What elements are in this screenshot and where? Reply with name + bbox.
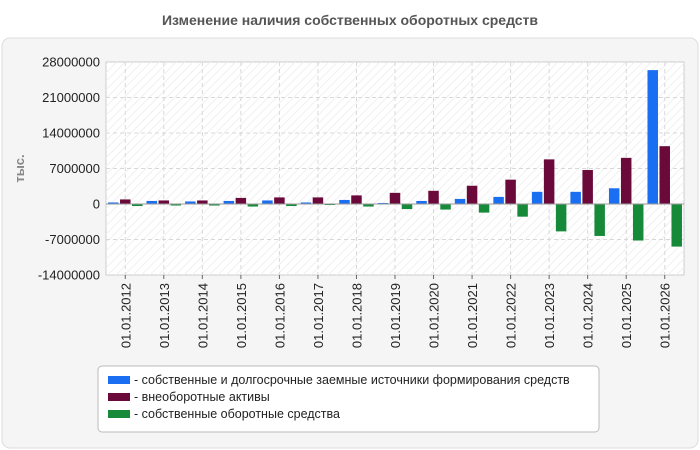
- chart-title: Изменение наличия собственных оборотных …: [162, 12, 538, 28]
- bar-s2-13: [632, 204, 644, 241]
- bar-s1-1: [158, 200, 170, 204]
- bar-s2-1: [170, 204, 182, 206]
- bar-s1-6: [351, 195, 362, 204]
- bar-s1-13: [620, 157, 632, 204]
- legend: - собственные и долгосрочные заемные ист…: [97, 365, 600, 433]
- bar-s2-9: [478, 204, 490, 213]
- bar-s2-8: [440, 204, 451, 210]
- legend-swatch: [108, 376, 130, 384]
- y-tick-label: 28000000: [42, 55, 100, 70]
- x-tick-label: 01.01.2021: [465, 283, 480, 348]
- bar-s1-0: [120, 199, 131, 204]
- bar-s2-12: [594, 204, 605, 236]
- bar-s2-5: [324, 204, 336, 206]
- axes: 28000000 21000000 14000000 7000000 0 -7000000…: [38, 55, 684, 348]
- bar-s1-4: [274, 197, 285, 204]
- bar-s2-0: [132, 204, 143, 207]
- y-tick-label: -7000000: [45, 232, 100, 247]
- bar-s0-4: [262, 200, 273, 204]
- grid: [106, 62, 684, 275]
- bar-s1-3: [235, 197, 247, 204]
- legend-box: [97, 365, 600, 433]
- bar-s1-14: [659, 146, 670, 204]
- x-tick-label: 01.01.2026: [658, 283, 673, 348]
- bar-s1-8: [428, 190, 439, 204]
- bar-s0-3: [223, 200, 235, 204]
- x-tick-label: 01.01.2018: [349, 283, 364, 348]
- y-axis-label: тыс.: [12, 154, 27, 182]
- bar-s0-11: [531, 191, 543, 204]
- bar-s2-4: [286, 204, 297, 207]
- bar-s2-7: [401, 204, 413, 210]
- bar-s0-9: [454, 198, 466, 204]
- bar-s0-5: [300, 202, 312, 204]
- bar-s1-7: [389, 192, 401, 204]
- bar-s0-0: [108, 202, 119, 204]
- y-tick-label: 0: [93, 197, 100, 212]
- x-tick-label: 01.01.2016: [272, 283, 287, 348]
- bar-s0-6: [339, 199, 350, 204]
- bar-s1-10: [505, 179, 516, 204]
- y-tick-label: 21000000: [42, 90, 100, 105]
- x-tick-label: 01.01.2024: [581, 283, 596, 348]
- bar-s2-6: [363, 204, 374, 207]
- x-tick-label: 01.01.2014: [195, 283, 210, 348]
- bar-s1-5: [312, 197, 324, 204]
- bar-s0-8: [416, 200, 427, 204]
- x-tick-label: 01.01.2012: [118, 283, 133, 348]
- legend-label: - собственные оборотные средства: [134, 407, 340, 421]
- bar-s1-11: [543, 159, 555, 204]
- legend-label: - собственные и долгосрочные заемные ист…: [134, 373, 570, 387]
- bar-s2-10: [517, 204, 528, 217]
- bar-s1-2: [197, 200, 208, 204]
- x-tick-label: 01.01.2020: [427, 283, 442, 348]
- legend-swatch: [108, 393, 130, 401]
- bar-s1-9: [466, 185, 478, 204]
- y-tick-label: 14000000: [42, 126, 100, 141]
- x-tick-label: 01.01.2017: [311, 283, 326, 348]
- x-tick-label: 01.01.2025: [619, 283, 634, 348]
- bar-s1-12: [582, 170, 593, 204]
- bar-s2-3: [247, 204, 259, 207]
- x-tick-label: 01.01.2015: [234, 283, 249, 348]
- bar-s0-14: [647, 70, 658, 204]
- bar-s2-2: [209, 204, 220, 206]
- bar-s0-7: [377, 202, 389, 204]
- x-tick-label: 01.01.2022: [504, 283, 519, 348]
- legend-label: - внеоборотные активы: [134, 390, 270, 404]
- bar-s0-10: [493, 196, 504, 204]
- bar-s0-2: [185, 201, 196, 204]
- bar-s0-1: [146, 200, 158, 204]
- y-tick-label: -14000000: [38, 268, 100, 283]
- bar-s2-11: [555, 204, 567, 232]
- bars: [108, 70, 682, 247]
- x-tick-label: 01.01.2019: [388, 283, 403, 348]
- bar-s0-13: [608, 188, 620, 204]
- bar-s0-12: [570, 191, 581, 204]
- x-tick-label: 01.01.2013: [157, 283, 172, 348]
- bar-s2-14: [671, 204, 682, 247]
- x-tick-label: 01.01.2023: [542, 283, 557, 348]
- legend-swatch: [108, 410, 130, 418]
- y-tick-label: 7000000: [49, 161, 100, 176]
